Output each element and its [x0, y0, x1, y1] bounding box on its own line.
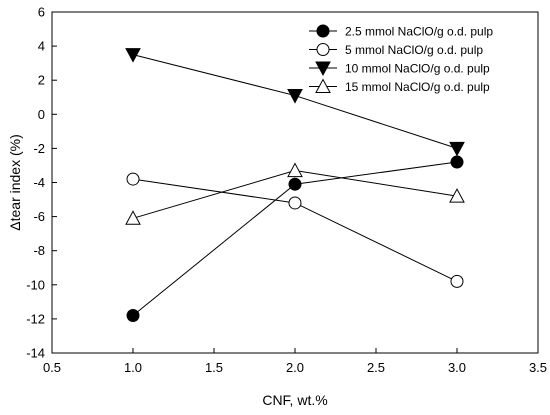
data-point — [449, 188, 465, 203]
series-1 — [126, 155, 464, 322]
series-line — [132, 178, 458, 282]
x-axis-title: CNF, wt.% — [262, 392, 327, 408]
x-tick-label: 2.0 — [286, 360, 304, 375]
legend-item: 5 mmol NaClO/g o.d. pulp — [309, 43, 483, 57]
data-point — [449, 141, 465, 157]
data-point — [450, 274, 464, 288]
legend-label: 5 mmol NaClO/g o.d. pulp — [345, 43, 483, 57]
legend-label: 2.5 mmol NaClO/g o.d. pulp — [345, 25, 493, 39]
series-3 — [125, 48, 465, 157]
y-tick-label: -12 — [26, 311, 45, 326]
legend-marker — [316, 24, 330, 38]
legend-label: 15 mmol NaClO/g o.d. pulp — [345, 80, 490, 94]
y-tick-label: -4 — [33, 175, 45, 190]
legend-item: 2.5 mmol NaClO/g o.d. pulp — [309, 24, 493, 39]
legend-label: 10 mmol NaClO/g o.d. pulp — [345, 62, 490, 76]
data-point — [288, 177, 302, 191]
series-4 — [125, 162, 465, 225]
x-tick-label: 2.5 — [367, 360, 385, 375]
legend-marker — [315, 61, 331, 77]
y-tick-label: 2 — [38, 73, 45, 88]
data-point — [287, 162, 303, 178]
y-tick-label: -14 — [26, 346, 45, 361]
legend-marker — [316, 43, 330, 56]
x-tick-label: 1.0 — [124, 360, 142, 375]
data-point — [126, 308, 140, 322]
legend-marker — [315, 78, 331, 93]
data-point — [126, 172, 140, 186]
x-tick-label: 0.5 — [43, 360, 61, 375]
x-tick-label: 3.5 — [529, 360, 547, 375]
y-tick-label: 0 — [38, 107, 45, 122]
y-tick-label: -6 — [33, 209, 45, 224]
x-tick-label: 3.0 — [448, 360, 466, 375]
legend-item: 15 mmol NaClO/g o.d. pulp — [309, 78, 490, 94]
data-point — [125, 48, 141, 63]
data-point — [288, 196, 302, 210]
y-axis-title: Δtear index (%) — [7, 134, 23, 231]
legend: 2.5 mmol NaClO/g o.d. pulp 5 mmol NaClO/g… — [309, 24, 493, 94]
series-2 — [126, 172, 464, 288]
legend-item: 10 mmol NaClO/g o.d. pulp — [309, 61, 490, 77]
data-point — [125, 210, 141, 225]
y-tick-label: -8 — [33, 243, 45, 258]
y-tick-label: -10 — [26, 277, 45, 292]
y-tick-label: 6 — [38, 5, 45, 20]
y-tick-label: 4 — [38, 39, 45, 54]
x-tick-label: 1.5 — [205, 360, 223, 375]
data-point — [450, 155, 464, 169]
data-point — [287, 89, 303, 104]
y-tick-label: -2 — [33, 141, 45, 156]
